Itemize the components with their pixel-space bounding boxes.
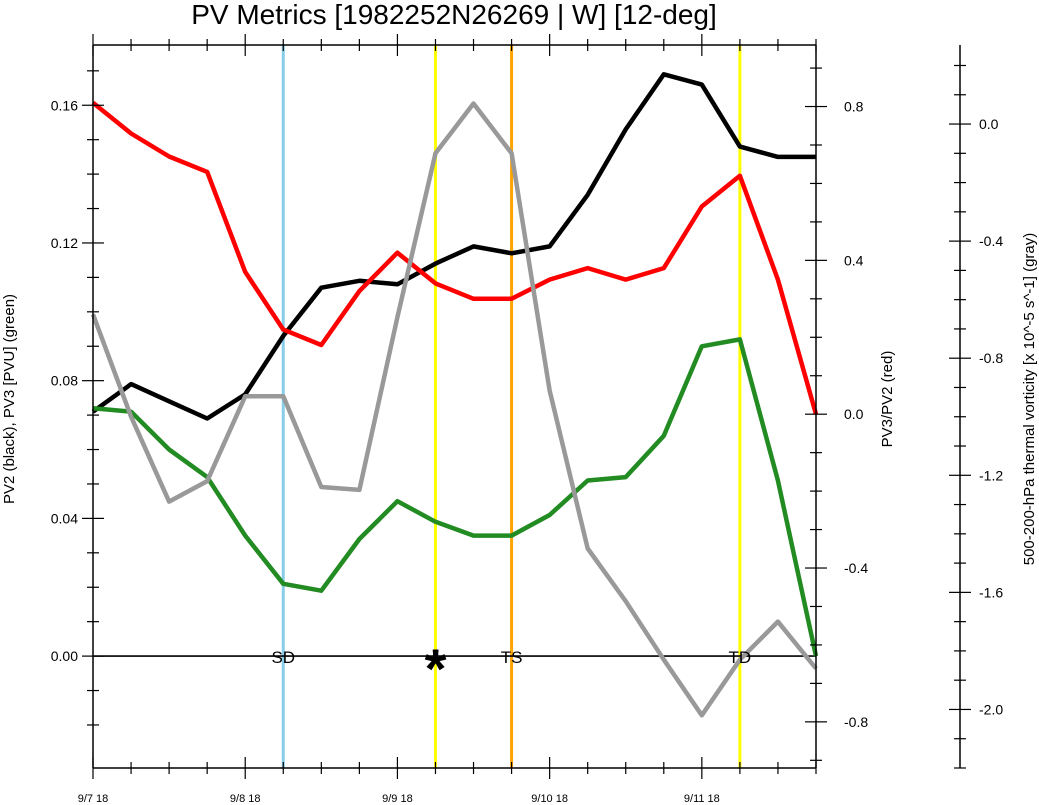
event-label-0: SD xyxy=(271,648,295,667)
event-marker: * xyxy=(425,637,447,700)
left-tick-label: 0.16 xyxy=(51,97,78,113)
left-tick-label: 0.00 xyxy=(51,648,78,664)
x-tick-label: 9/7 18 xyxy=(78,793,109,805)
left-tick-label: 0.08 xyxy=(51,373,78,389)
event-label-1: TS xyxy=(501,648,523,667)
series-lines xyxy=(90,72,819,718)
left-axis-label: PV2 (black), PV3 [PVU] (green) xyxy=(1,294,18,504)
left-tick-label: 0.04 xyxy=(51,510,78,526)
series-line-3 xyxy=(90,101,818,718)
right-axis-label: PV3/PV2 (red) xyxy=(879,351,896,448)
right-tick-label: 0.4 xyxy=(844,252,864,268)
far-right-tick-label: 0.0 xyxy=(979,116,999,132)
right-tick-label: -0.4 xyxy=(844,560,868,576)
far-right-tick-label: -2.0 xyxy=(979,701,1003,717)
far-right-tick-label: -1.6 xyxy=(979,584,1003,600)
x-tick-label: 9/10 18 xyxy=(531,793,568,805)
event-label-2: TD xyxy=(729,648,752,667)
right-tick-label: 0.0 xyxy=(844,406,864,422)
x-tick-label: 9/11 18 xyxy=(684,793,720,805)
right-tick-label: 0.8 xyxy=(844,99,864,115)
far-right-tick-label: -1.2 xyxy=(979,467,1003,483)
left-tick-label: 0.12 xyxy=(51,235,78,251)
event-labels: SD TS TD * xyxy=(271,637,751,700)
chart-title: PV Metrics [1982252N26269 | W] [12-deg] xyxy=(191,0,717,30)
right-tick-label: -0.8 xyxy=(844,714,868,730)
far-right-tick-label: -0.4 xyxy=(979,233,1003,249)
far-right-tick-label: -0.8 xyxy=(979,350,1003,366)
x-tick-label: 9/8 18 xyxy=(230,793,261,805)
series-line-0 xyxy=(91,72,816,421)
axes: 0.00 0.04 0.08 0.12 0.16 -0.8 -0.4 0.0 0.4 0.8 -2.… xyxy=(51,34,1003,805)
series-line-2 xyxy=(91,100,819,415)
far-right-axis-label: 500-200-hPa thermal vorticity [x 10^-5 s… xyxy=(1021,233,1038,566)
series-line-1 xyxy=(92,337,819,657)
x-tick-label: 9/9 18 xyxy=(382,793,413,805)
